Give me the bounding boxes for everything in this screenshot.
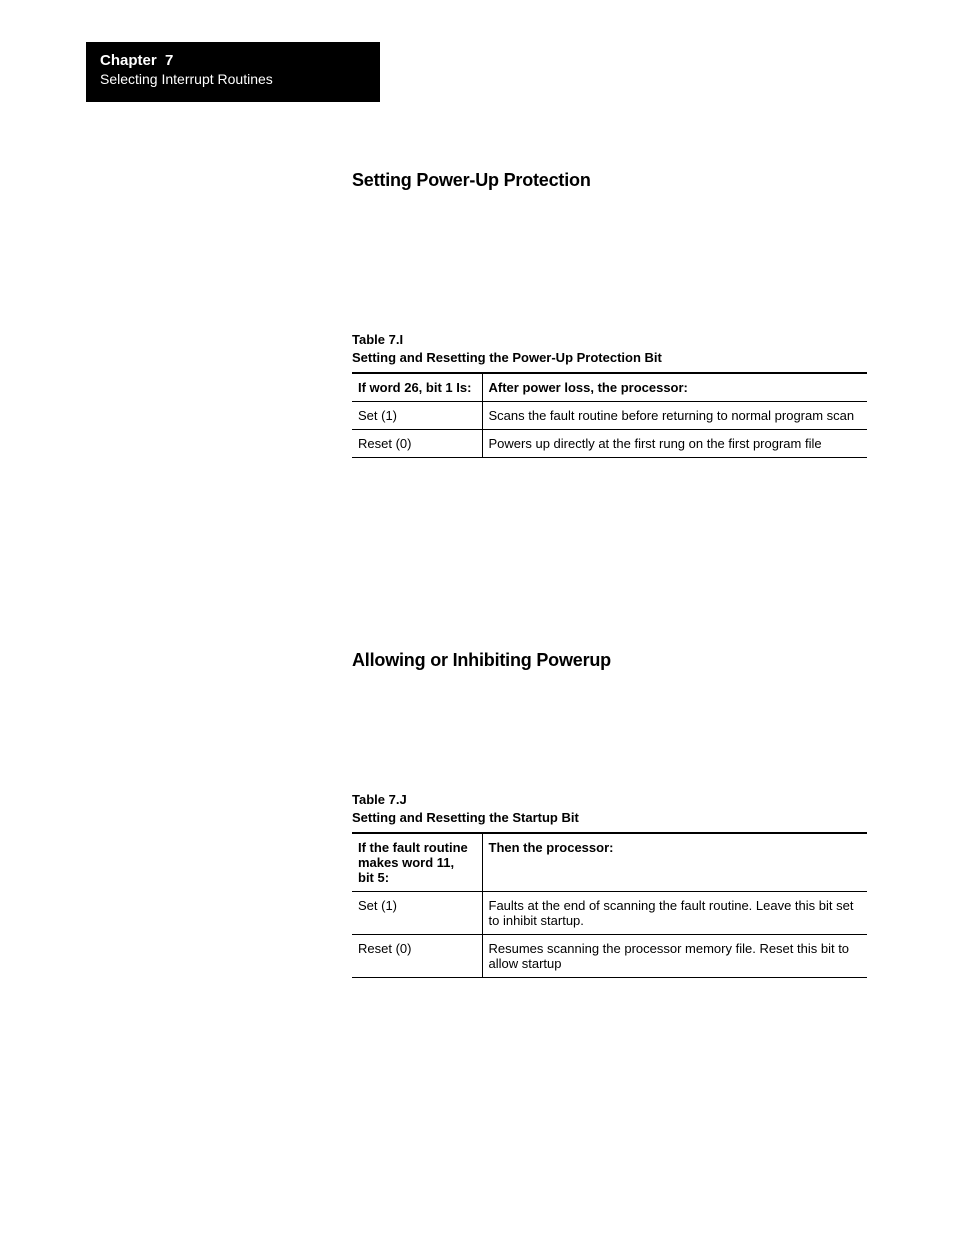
table2: If the fault routine makes word 11, bit …: [352, 832, 867, 978]
table-row: Reset (0) Resumes scanning the processor…: [352, 935, 867, 978]
table2-r0-c2: Faults at the end of scanning the fault …: [482, 892, 867, 935]
table1-r1-c2: Powers up directly at the first rung on …: [482, 430, 867, 458]
spacer: [352, 458, 872, 650]
table2-col2-header: Then the processor:: [482, 833, 867, 892]
main-content: Setting Power-Up Protection Table 7.I Se…: [352, 170, 872, 978]
section1-heading: Setting Power-Up Protection: [352, 170, 872, 191]
table1-col2-header: After power loss, the processor:: [482, 373, 867, 402]
table1-col1-header: If word 26, bit 1 Is:: [352, 373, 482, 402]
table-row: Reset (0) Powers up directly at the firs…: [352, 430, 867, 458]
table2-header-row: If the fault routine makes word 11, bit …: [352, 833, 867, 892]
chapter-subtitle: Selecting Interrupt Routines: [100, 71, 366, 87]
chapter-label: Chapter: [100, 52, 157, 69]
table2-r1-c1: Reset (0): [352, 935, 482, 978]
table2-r0-c1: Set (1): [352, 892, 482, 935]
spacer: [352, 191, 872, 331]
table1-r0-c2: Scans the fault routine before returning…: [482, 402, 867, 430]
table1-caption: Table 7.I Setting and Resetting the Powe…: [352, 331, 872, 366]
table1: If word 26, bit 1 Is: After power loss, …: [352, 372, 867, 458]
table2-caption: Table 7.J Setting and Resetting the Star…: [352, 791, 872, 826]
table2-r1-c2: Resumes scanning the processor memory fi…: [482, 935, 867, 978]
table1-label: Table 7.I: [352, 332, 403, 347]
spacer: [352, 671, 872, 791]
chapter-number: 7: [165, 52, 173, 69]
table1-header-row: If word 26, bit 1 Is: After power loss, …: [352, 373, 867, 402]
table1-r1-c1: Reset (0): [352, 430, 482, 458]
table-row: Set (1) Scans the fault routine before r…: [352, 402, 867, 430]
table2-col1-header: If the fault routine makes word 11, bit …: [352, 833, 482, 892]
table2-label: Table 7.J: [352, 792, 407, 807]
table1-title: Setting and Resetting the Power-Up Prote…: [352, 350, 662, 365]
table2-title: Setting and Resetting the Startup Bit: [352, 810, 579, 825]
chapter-line: Chapter 7: [100, 52, 366, 69]
table-row: Set (1) Faults at the end of scanning th…: [352, 892, 867, 935]
document-page: Chapter 7 Selecting Interrupt Routines S…: [0, 0, 954, 1235]
chapter-header-box: Chapter 7 Selecting Interrupt Routines: [86, 42, 380, 102]
table1-r0-c1: Set (1): [352, 402, 482, 430]
section2-heading: Allowing or Inhibiting Powerup: [352, 650, 872, 671]
